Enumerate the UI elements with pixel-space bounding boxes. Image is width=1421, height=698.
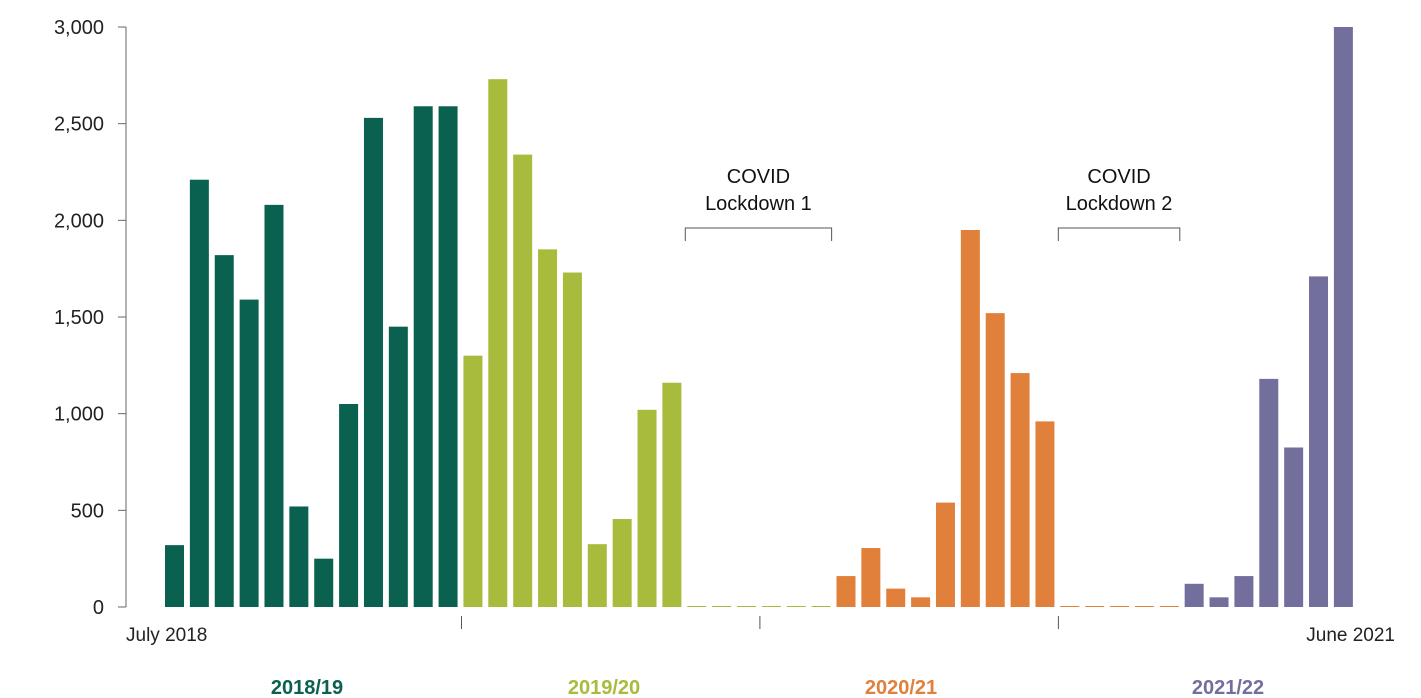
lockdown-label-line1: COVID — [727, 166, 790, 188]
bar — [861, 548, 880, 607]
bar — [687, 606, 706, 607]
y-tick-label: 2,500 — [54, 114, 104, 136]
y-tick-label: 3,000 — [54, 17, 104, 39]
bar — [563, 273, 582, 607]
bar — [414, 106, 433, 607]
bar — [961, 230, 980, 607]
lockdown-bracket — [1058, 228, 1179, 241]
bar — [1185, 584, 1204, 607]
bar — [439, 106, 458, 607]
lockdown-label-line2: Lockdown 2 — [1066, 193, 1173, 215]
lockdown-label-line1: COVID — [1087, 166, 1150, 188]
bar — [1011, 373, 1030, 607]
bar — [538, 249, 557, 607]
bar — [588, 544, 607, 607]
bar — [165, 545, 184, 607]
bar — [190, 180, 209, 607]
lockdown-bracket — [685, 228, 831, 241]
bar — [1334, 27, 1353, 607]
bar — [762, 606, 781, 607]
bar — [787, 606, 806, 607]
y-tick-label: 1,500 — [54, 307, 104, 329]
fiscal-year-label: 2018/19 — [271, 677, 343, 698]
bar — [488, 79, 507, 607]
x-end-label: June 2021 — [1306, 625, 1395, 646]
bar — [1284, 448, 1303, 608]
bar — [737, 606, 756, 607]
bar — [513, 155, 532, 607]
bar — [712, 606, 731, 607]
fiscal-year-label: 2019/20 — [568, 677, 640, 698]
bar — [339, 404, 358, 607]
bar — [1160, 606, 1179, 607]
bar — [1309, 276, 1328, 607]
bar — [986, 313, 1005, 607]
bar — [662, 383, 681, 607]
bar — [264, 205, 283, 607]
y-tick-label: 0 — [93, 597, 104, 619]
y-tick-label: 1,000 — [54, 404, 104, 426]
bar — [240, 300, 259, 607]
y-tick-label: 2,000 — [54, 210, 104, 232]
bar — [911, 597, 930, 607]
bar — [314, 559, 333, 607]
bar — [1110, 606, 1129, 607]
bar — [638, 410, 657, 607]
bar — [289, 506, 308, 607]
bar — [1234, 576, 1253, 607]
bar — [1135, 606, 1154, 607]
bar — [1060, 606, 1079, 607]
bar — [215, 255, 234, 607]
bar — [389, 327, 408, 607]
x-start-label: July 2018 — [126, 625, 207, 646]
bar — [886, 589, 905, 607]
fiscal-year-label: 2021/22 — [1192, 677, 1264, 698]
bar — [812, 606, 831, 607]
bar — [1035, 421, 1054, 607]
bar — [613, 519, 632, 607]
bar — [836, 576, 855, 607]
bar — [463, 356, 482, 607]
fiscal-year-label: 2020/21 — [865, 677, 937, 698]
bar — [936, 503, 955, 607]
bar — [1259, 379, 1278, 607]
lockdown-label-line2: Lockdown 1 — [705, 193, 812, 215]
y-tick-label: 500 — [71, 500, 104, 522]
bar — [1085, 606, 1104, 607]
bar — [364, 118, 383, 607]
bar — [1210, 597, 1229, 607]
